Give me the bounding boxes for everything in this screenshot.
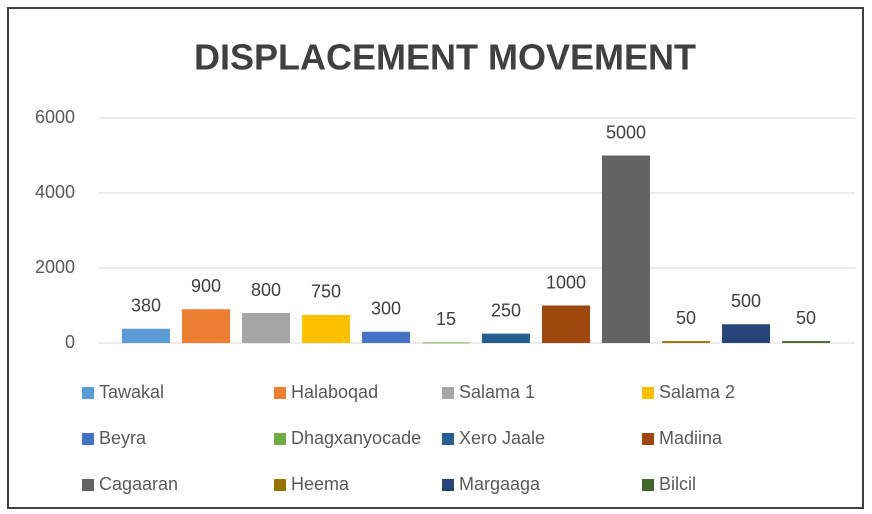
data-label: 50	[796, 308, 816, 328]
legend-label: Cagaaran	[99, 474, 178, 494]
bar	[422, 342, 470, 344]
legend-swatch	[442, 387, 454, 399]
data-label: 800	[251, 280, 281, 300]
bar	[302, 314, 350, 343]
legend-swatch	[274, 479, 286, 491]
legend-swatch	[274, 433, 286, 445]
bar	[482, 333, 530, 343]
bar	[242, 313, 290, 343]
chart-border	[7, 7, 864, 509]
legend-swatch	[642, 433, 654, 445]
bar	[602, 155, 650, 343]
bar	[362, 331, 410, 343]
legend-label: Madiina	[659, 428, 723, 448]
legend-label: Salama 1	[459, 382, 535, 402]
legend-swatch	[442, 433, 454, 445]
data-label: 380	[131, 296, 161, 316]
legend-label: Salama 2	[659, 382, 735, 402]
y-tick-label: 0	[65, 332, 75, 352]
data-label: 900	[191, 276, 221, 296]
data-label: 300	[371, 299, 401, 319]
legend-swatch	[82, 433, 94, 445]
chart-title: DISPLACEMENT MOVEMENT	[194, 37, 696, 78]
legend-label: Heema	[291, 474, 350, 494]
legend-swatch	[642, 387, 654, 399]
bar	[542, 305, 590, 343]
data-label: 250	[491, 300, 521, 320]
bar	[122, 328, 170, 343]
legend-swatch	[82, 387, 94, 399]
legend-label: Margaaga	[459, 474, 541, 494]
legend-swatch	[82, 479, 94, 491]
legend-label: Dhagxanyocade	[291, 428, 421, 448]
data-label: 5000	[606, 122, 646, 142]
legend-label: Xero Jaale	[459, 428, 545, 448]
legend-label: Bilcil	[659, 474, 696, 494]
data-label: 50	[676, 308, 696, 328]
legend-swatch	[442, 479, 454, 491]
legend-swatch	[274, 387, 286, 399]
bar	[182, 309, 230, 343]
y-tick-label: 6000	[35, 107, 75, 127]
legend-label: Halaboqad	[291, 382, 378, 402]
y-tick-label: 4000	[35, 182, 75, 202]
data-label: 500	[731, 291, 761, 311]
bar	[782, 341, 830, 343]
y-tick-label: 2000	[35, 257, 75, 277]
data-label: 1000	[546, 272, 586, 292]
legend-swatch	[642, 479, 654, 491]
data-label: 750	[311, 282, 341, 302]
data-label: 15	[436, 309, 456, 329]
bar	[722, 324, 770, 343]
legend-label: Tawakal	[99, 382, 164, 402]
legend-label: Beyra	[99, 428, 147, 448]
bar	[662, 341, 710, 343]
